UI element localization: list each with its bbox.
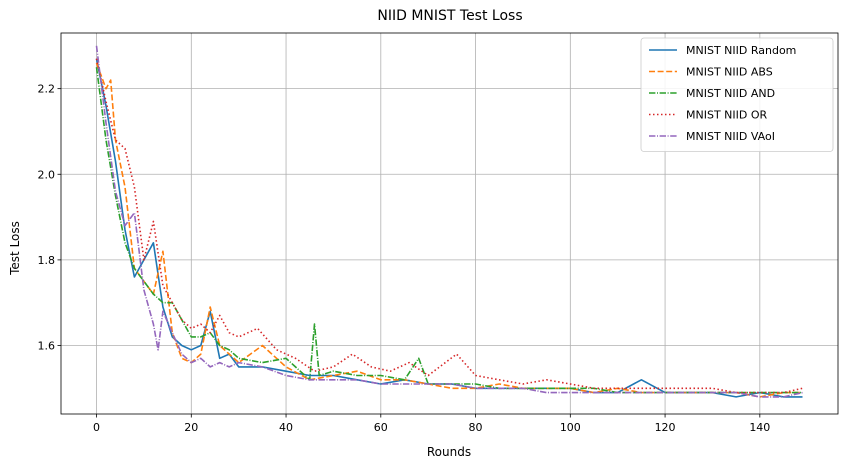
- x-tick-label: 120: [655, 421, 676, 434]
- y-tick-label: 2.0: [38, 168, 56, 181]
- y-axis-label: Test Loss: [8, 221, 22, 276]
- plot-frame: [60, 32, 839, 415]
- y-tick-label: 1.6: [38, 340, 56, 353]
- x-tick-label: 20: [184, 421, 198, 434]
- series-line-4: [95, 45, 803, 398]
- y-tick-label: 2.2: [38, 83, 56, 96]
- legend-label-2: MNIST NIID AND: [686, 87, 775, 100]
- x-tick-label: 60: [374, 421, 388, 434]
- x-tick-label: 0: [93, 421, 100, 434]
- axis-ticks: 0 20 40 60 80 100 120 140 1.6 1.8 2.0 2.2: [38, 83, 771, 434]
- x-tick-label: 140: [749, 421, 770, 434]
- x-tick-label: 40: [279, 421, 293, 434]
- x-axis-label: Rounds: [427, 445, 471, 459]
- legend-label-1: MNIST NIID ABS: [686, 66, 773, 79]
- legend: MNIST NIID Random MNIST NIID ABS MNIST NII…: [640, 37, 834, 152]
- y-tick-label: 1.8: [38, 254, 56, 267]
- x-tick-label: 80: [469, 421, 483, 434]
- legend-frame: [640, 37, 834, 152]
- series-layer: [95, 45, 803, 398]
- chart-title: NIID MNIST Test Loss: [377, 8, 522, 24]
- legend-label-3: MNIST NIID OR: [686, 109, 768, 122]
- legend-label-4: MNIST NIID VAoI: [686, 130, 775, 143]
- x-tick-label: 100: [560, 421, 581, 434]
- legend-label-0: MNIST NIID Random: [686, 44, 796, 57]
